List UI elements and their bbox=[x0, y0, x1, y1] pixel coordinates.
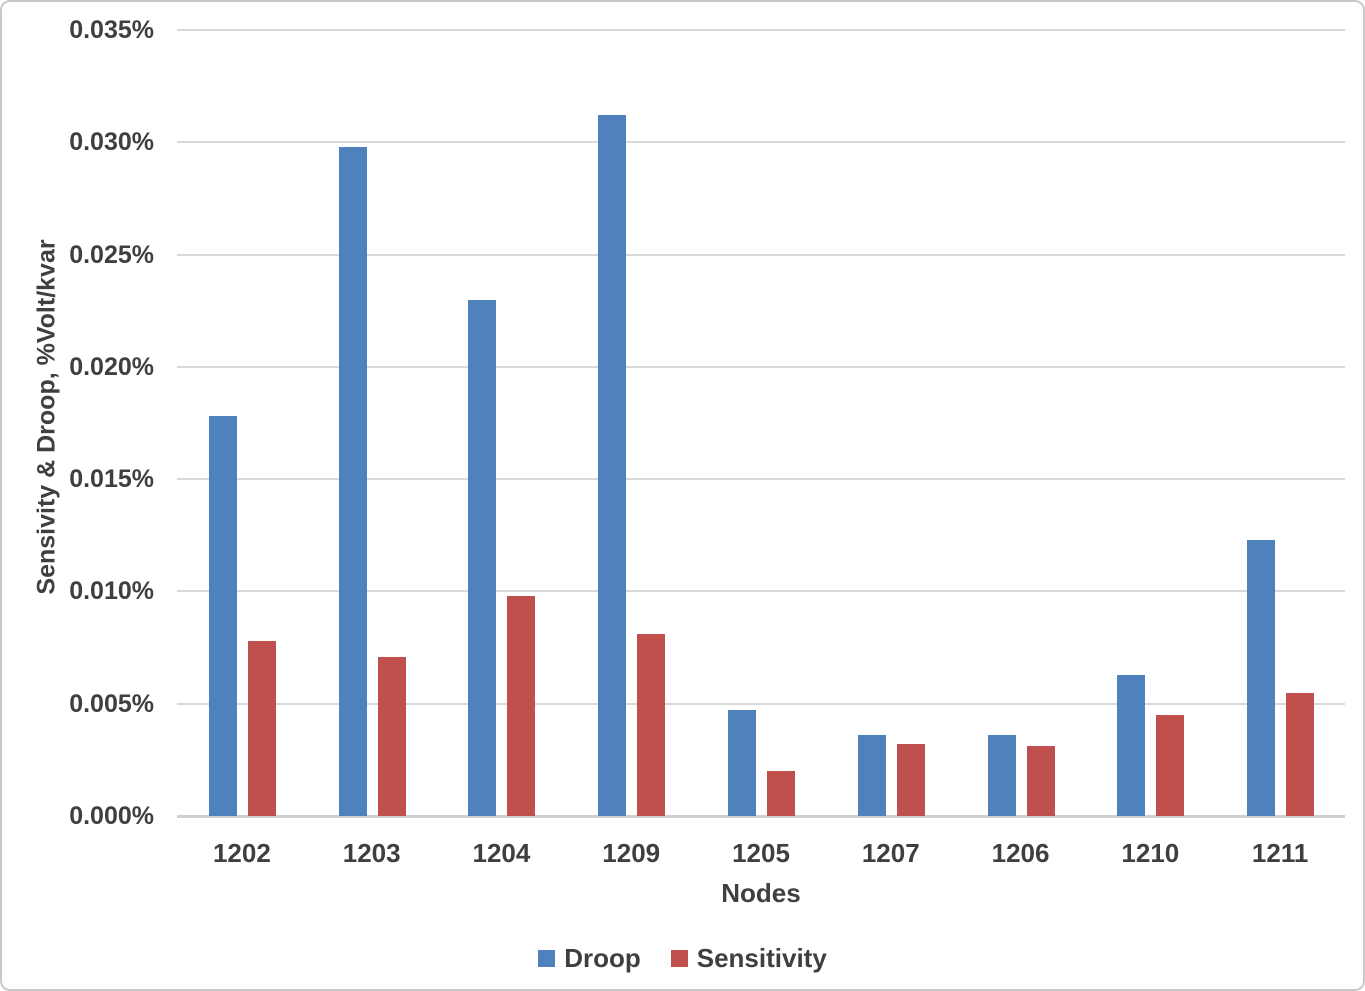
bar-sensitivity-1210 bbox=[1156, 714, 1185, 816]
legend-label-droop: Droop bbox=[564, 942, 641, 973]
bar-droop-1203 bbox=[338, 146, 367, 816]
y-tick-label-0.025%: 0.025% bbox=[69, 240, 154, 269]
x-axis-title: Nodes bbox=[721, 878, 801, 908]
x-tick-label-1204: 1204 bbox=[472, 838, 531, 868]
y-axis-title: Sensivity & Droop, %Volt/kvar bbox=[32, 239, 61, 595]
y-tick-label-0.030%: 0.030% bbox=[69, 128, 154, 157]
x-tick-label-1207: 1207 bbox=[861, 838, 920, 868]
bar-droop-1205 bbox=[728, 710, 756, 816]
bar-sensitivity-1204 bbox=[507, 595, 536, 816]
gridline-0.005% bbox=[177, 702, 1345, 705]
legend-label-sensitivity: Sensitivity bbox=[696, 942, 827, 973]
bar-droop-1204 bbox=[468, 299, 497, 816]
bar-sensitivity-1207 bbox=[896, 744, 925, 816]
x-tick-label-1205: 1205 bbox=[732, 838, 790, 868]
legend-item-sensitivity: Sensitivity bbox=[670, 942, 827, 974]
bar-droop-1210 bbox=[1117, 674, 1146, 816]
bar-droop-1207 bbox=[857, 735, 886, 816]
bar-sensitivity-1209 bbox=[637, 634, 666, 816]
legend-swatch-droop bbox=[538, 949, 556, 967]
gridline-0.030% bbox=[177, 141, 1345, 144]
x-tick-label-1209: 1209 bbox=[602, 838, 661, 868]
y-tick-label-0.000%: 0.000% bbox=[69, 802, 154, 830]
gridline-0.010% bbox=[177, 590, 1345, 593]
y-tick-label-0.015%: 0.015% bbox=[69, 465, 154, 494]
legend: Droop Sensitivity bbox=[2, 942, 1363, 974]
gridline-0.025% bbox=[177, 253, 1345, 256]
y-tick-label-0.010%: 0.010% bbox=[69, 577, 154, 606]
bar-droop-1206 bbox=[987, 735, 1016, 816]
y-tick-label-0.005%: 0.005% bbox=[69, 689, 154, 718]
legend-swatch-sensitivity bbox=[670, 949, 688, 967]
x-tick-label-1206: 1206 bbox=[991, 838, 1050, 868]
bar-sensitivity-1202 bbox=[247, 640, 276, 816]
bar-sensitivity-1203 bbox=[377, 656, 406, 816]
x-axis-line bbox=[177, 815, 1345, 818]
bar-sensitivity-1206 bbox=[1026, 746, 1055, 816]
x-tick-label-1211: 1211 bbox=[1251, 838, 1309, 868]
gridline-0.020% bbox=[177, 365, 1345, 368]
x-tick-label-1210: 1210 bbox=[1121, 838, 1180, 868]
bar-droop-1202 bbox=[208, 416, 237, 816]
plot-area bbox=[177, 29, 1345, 818]
bar-sensitivity-1211 bbox=[1286, 692, 1315, 816]
bar-sensitivity-1205 bbox=[767, 771, 795, 816]
x-tick-label-1202: 1202 bbox=[212, 838, 271, 868]
y-tick-label-0.020%: 0.020% bbox=[69, 352, 154, 381]
x-tick-label-1203: 1203 bbox=[342, 838, 401, 868]
gridline-0.035% bbox=[177, 29, 1345, 31]
legend-item-droop: Droop bbox=[538, 943, 641, 974]
gridline-0.015% bbox=[177, 478, 1345, 481]
y-tick-label-0.035%: 0.035% bbox=[69, 16, 154, 44]
bar-droop-1211 bbox=[1247, 539, 1276, 816]
bar-droop-1209 bbox=[598, 115, 627, 816]
